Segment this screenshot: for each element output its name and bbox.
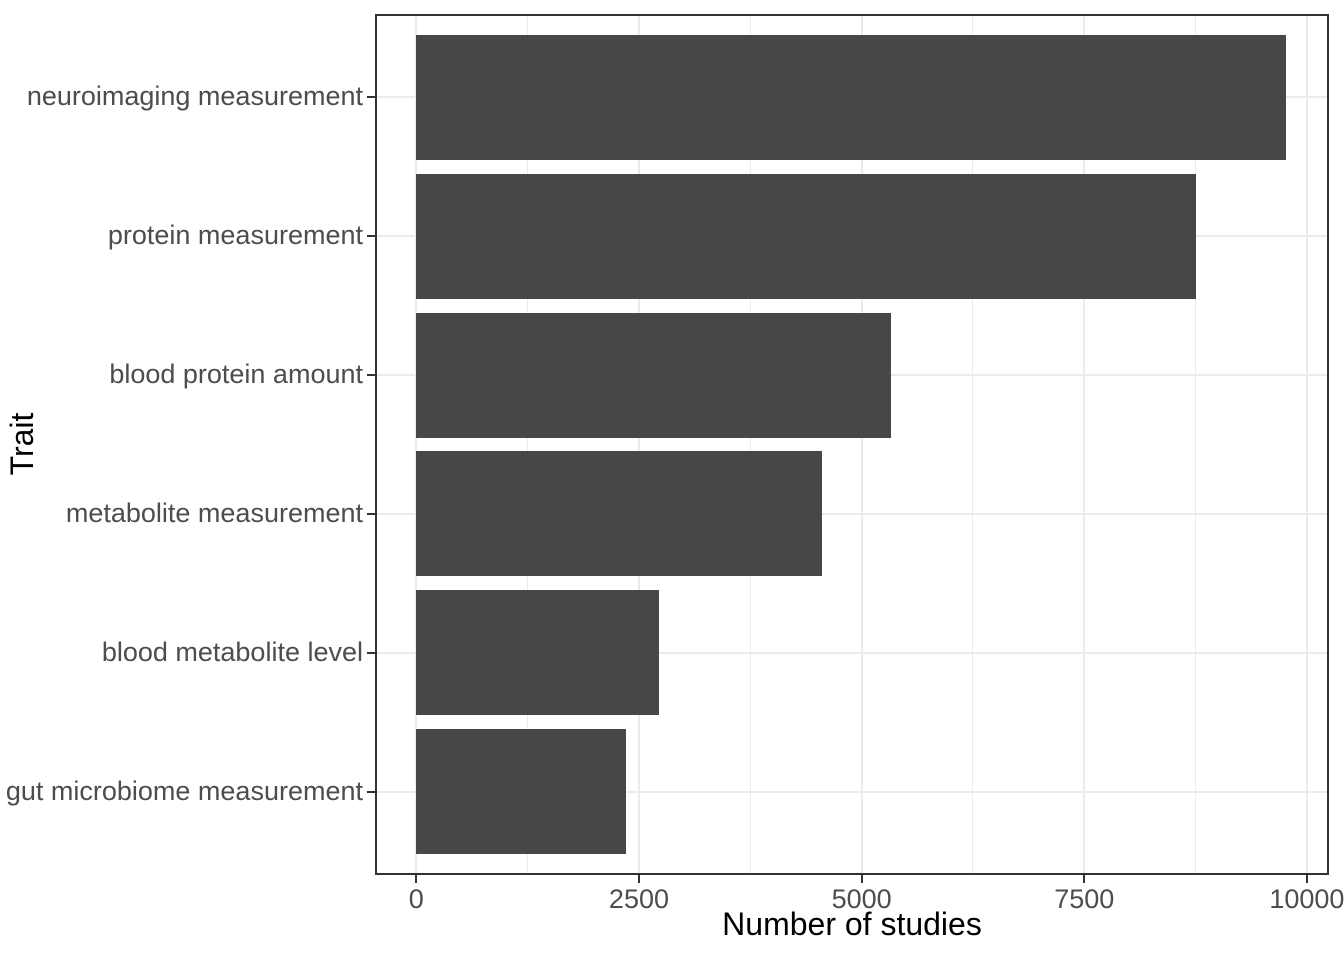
x-tick-mark [860, 875, 863, 883]
bar [416, 590, 660, 716]
minor-gridline [749, 14, 751, 875]
y-tick-mark [367, 374, 375, 377]
y-tick-label: gut microbiome measurement [5, 775, 363, 806]
major-gridline [637, 14, 640, 875]
y-tick-mark [367, 651, 375, 654]
y-tick-mark [367, 512, 375, 515]
y-tick-mark [367, 790, 375, 793]
major-gridline [1305, 14, 1308, 875]
x-tick-mark [1083, 875, 1086, 883]
x-axis-title: Number of studies [722, 906, 982, 942]
bar [416, 312, 891, 438]
bar [416, 34, 1287, 160]
x-tick-mark [637, 875, 640, 883]
y-tick-label: protein measurement [107, 220, 363, 251]
y-tick-label: neuroimaging measurement [26, 81, 363, 112]
y-axis-title: Trait [4, 412, 40, 476]
x-tick-label: 10000 [1269, 884, 1344, 914]
major-gridline [1083, 14, 1086, 875]
major-gridline [375, 790, 1329, 793]
x-tick-mark [415, 875, 418, 883]
bar [416, 173, 1196, 299]
bar [416, 451, 822, 577]
minor-gridline [1195, 14, 1197, 875]
x-tick-label: 7500 [1054, 884, 1115, 914]
y-tick-mark [367, 235, 375, 238]
minor-gridline [972, 14, 974, 875]
y-tick-mark [367, 96, 375, 99]
plot-panel [375, 14, 1329, 875]
x-tick-label: 5000 [831, 884, 892, 914]
y-tick-label: blood metabolite level [101, 636, 363, 667]
bar [416, 729, 626, 855]
y-tick-label: blood protein amount [109, 359, 363, 390]
y-tick-label: metabolite measurement [65, 498, 363, 529]
minor-gridline [527, 14, 529, 875]
x-tick-mark [1305, 875, 1308, 883]
major-gridline [375, 512, 1329, 515]
x-tick-label: 0 [408, 884, 424, 914]
major-gridline [860, 14, 863, 875]
major-gridline [375, 651, 1329, 654]
major-gridline [415, 14, 418, 875]
x-tick-label: 2500 [608, 884, 670, 914]
